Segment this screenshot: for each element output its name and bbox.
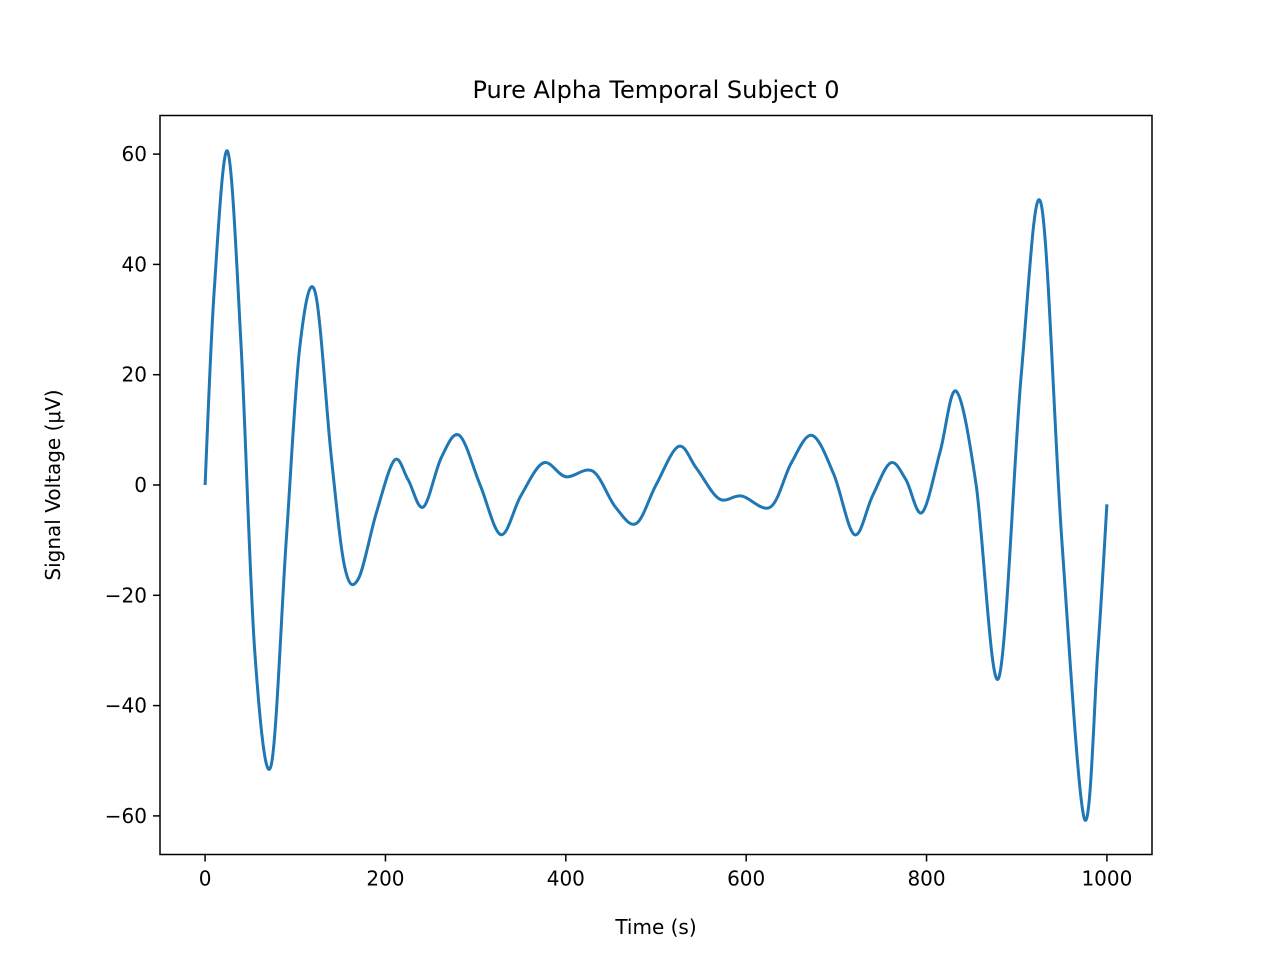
plot-area bbox=[203, 149, 1109, 822]
y-tick-label: −20 bbox=[105, 583, 147, 607]
y-tick-label: 40 bbox=[122, 252, 147, 276]
x-axis-label: Time (s) bbox=[614, 915, 696, 939]
x-tick-label: 200 bbox=[366, 867, 404, 891]
x-tick-label: 800 bbox=[907, 867, 945, 891]
x-axis: 0 200 400 600 800 1000 bbox=[199, 854, 1132, 891]
chart-title: Pure Alpha Temporal Subject 0 bbox=[473, 76, 840, 104]
y-tick-label: 0 bbox=[134, 473, 147, 497]
y-axis: 60 40 20 0 −20 −40 −60 bbox=[105, 142, 160, 828]
x-tick-label: 600 bbox=[727, 867, 765, 891]
y-tick-label: −60 bbox=[105, 804, 147, 828]
series-line bbox=[203, 149, 1109, 822]
x-tick-label: 0 bbox=[199, 867, 212, 891]
y-axis-label: Signal Voltage (μV) bbox=[41, 389, 65, 580]
y-tick-label: 60 bbox=[122, 142, 147, 166]
y-tick-label: −40 bbox=[105, 694, 147, 718]
x-tick-label: 1000 bbox=[1081, 867, 1132, 891]
y-tick-label: 20 bbox=[122, 363, 147, 387]
x-tick-label: 400 bbox=[547, 867, 585, 891]
